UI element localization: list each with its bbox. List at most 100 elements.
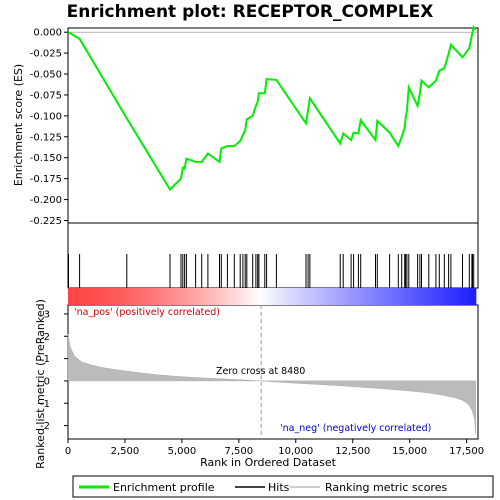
color-bar-segment bbox=[231, 288, 236, 305]
color-bar-segment bbox=[71, 288, 76, 305]
color-bar-segment bbox=[139, 288, 144, 305]
color-bar-segment bbox=[390, 288, 395, 305]
color-bar-segment bbox=[316, 288, 321, 305]
color-bar-segment bbox=[220, 288, 225, 305]
color-bar-segment bbox=[424, 288, 429, 305]
color-bar-segment bbox=[210, 288, 215, 305]
color-bar-segment bbox=[414, 288, 419, 305]
color-bar-segment bbox=[84, 288, 89, 305]
color-bar-segment bbox=[265, 288, 270, 305]
color-bar-segment bbox=[472, 288, 477, 305]
metric-y-tick-label: -2 bbox=[40, 421, 50, 432]
color-bar-segment bbox=[367, 288, 371, 305]
color-bar-segment bbox=[88, 288, 93, 305]
es-y-tick-label: -0.125 bbox=[30, 132, 62, 143]
color-bar-segment bbox=[190, 288, 195, 305]
color-bar-segment bbox=[411, 288, 416, 305]
color-bar-segment bbox=[115, 288, 120, 305]
color-bar-segment bbox=[91, 288, 96, 305]
enrichment-profile-line bbox=[67, 24, 477, 192]
color-bar-segment bbox=[268, 288, 273, 305]
metric-layer bbox=[67, 305, 476, 439]
color-bar-segment bbox=[421, 288, 426, 305]
color-bar-segment bbox=[118, 288, 123, 305]
color-bar-segment bbox=[451, 288, 456, 305]
color-bar-segment bbox=[95, 288, 100, 305]
pos-correlated-label: 'na_pos' (positively correlated) bbox=[74, 307, 220, 318]
es-y-tick-label: -0.100 bbox=[30, 111, 62, 122]
color-bar-segment bbox=[142, 288, 147, 305]
color-bar-segment bbox=[373, 288, 378, 305]
color-bar-segment bbox=[448, 288, 453, 305]
color-bar-segment bbox=[254, 288, 259, 305]
color-bar-segment bbox=[173, 288, 178, 305]
color-bar-segment bbox=[404, 288, 409, 305]
hits-panel-frame bbox=[67, 222, 479, 289]
color-bar-segment bbox=[122, 288, 127, 305]
color-bar-segment bbox=[237, 288, 242, 305]
x-tick-label: 15,000 bbox=[392, 446, 427, 457]
color-bar-segment bbox=[169, 288, 174, 305]
color-bar-segment bbox=[176, 288, 181, 305]
color-bar-segment bbox=[329, 288, 334, 305]
metric-y-axis-label: Ranked list metric (PreRanked) bbox=[34, 299, 47, 469]
color-bar-segment bbox=[81, 288, 86, 305]
es-y-tick-label: -0.050 bbox=[30, 70, 62, 81]
es-y-tick-label: -0.150 bbox=[30, 153, 62, 164]
metric-y-tick-label: 0 bbox=[44, 376, 50, 387]
color-bar-segment bbox=[112, 288, 117, 305]
color-bar-segment bbox=[377, 288, 382, 305]
color-bar-segment bbox=[180, 288, 185, 305]
color-bar-segment bbox=[394, 288, 399, 305]
color-bar-segment bbox=[227, 288, 232, 305]
color-bar-segment bbox=[275, 288, 280, 305]
color-bar-segment bbox=[156, 288, 161, 305]
color-bar-segment bbox=[370, 288, 375, 305]
metric-y-tick-label: 2 bbox=[44, 332, 50, 343]
es-y-tick-label: 0.000 bbox=[33, 28, 62, 39]
color-bar-segment bbox=[101, 288, 106, 305]
color-bar-segment bbox=[383, 288, 388, 305]
color-bar-segment bbox=[431, 288, 436, 305]
color-bar-segment bbox=[271, 288, 276, 305]
legend-hits-label: Hits bbox=[268, 481, 290, 494]
color-bar-segment bbox=[217, 288, 222, 305]
color-bar-segment bbox=[339, 288, 344, 305]
color-bar-segment bbox=[98, 288, 103, 305]
zero-cross-label: Zero cross at 8480 bbox=[216, 366, 305, 377]
color-bar-segment bbox=[350, 288, 355, 305]
color-bar-segment bbox=[68, 288, 72, 305]
color-bar-segment bbox=[434, 288, 439, 305]
color-bar-segment bbox=[468, 288, 473, 305]
metric-y-tick-label: 3 bbox=[44, 309, 50, 320]
color-bar-segment bbox=[234, 288, 239, 305]
color-bar-segment bbox=[441, 288, 446, 305]
chart-title: Enrichment plot: RECEPTOR_COMPLEX bbox=[67, 2, 434, 22]
x-tick-label: 12,500 bbox=[335, 446, 370, 457]
color-bar-segment bbox=[258, 288, 263, 305]
color-bar-segment bbox=[125, 288, 130, 305]
color-bar-segment bbox=[261, 288, 266, 305]
color-bar-segment bbox=[74, 288, 79, 305]
color-bar-segment bbox=[336, 288, 341, 305]
color-bar-segment bbox=[197, 288, 202, 305]
color-bar-segment bbox=[360, 288, 365, 305]
color-bar-segment bbox=[241, 288, 246, 305]
color-bar-segment bbox=[295, 288, 300, 305]
color-bar-segment bbox=[407, 288, 412, 305]
color-bar-segment bbox=[326, 288, 331, 305]
es-panel-frame bbox=[67, 27, 479, 224]
es-y-tick-label: -0.200 bbox=[30, 195, 62, 206]
color-bar-segment bbox=[458, 288, 463, 305]
legend-metric-label: Ranking metric scores bbox=[325, 481, 447, 494]
color-bar-segment bbox=[244, 288, 249, 305]
es-y-tick-label: -0.225 bbox=[30, 216, 62, 227]
color-bar-segment bbox=[214, 288, 219, 305]
color-bar-segment bbox=[78, 288, 83, 305]
color-bar-segment bbox=[363, 288, 368, 305]
color-bar-segment bbox=[309, 288, 314, 305]
es-y-tick-label: -0.025 bbox=[30, 49, 62, 60]
color-bar-segment bbox=[282, 288, 287, 305]
hits-layer bbox=[68, 254, 475, 288]
